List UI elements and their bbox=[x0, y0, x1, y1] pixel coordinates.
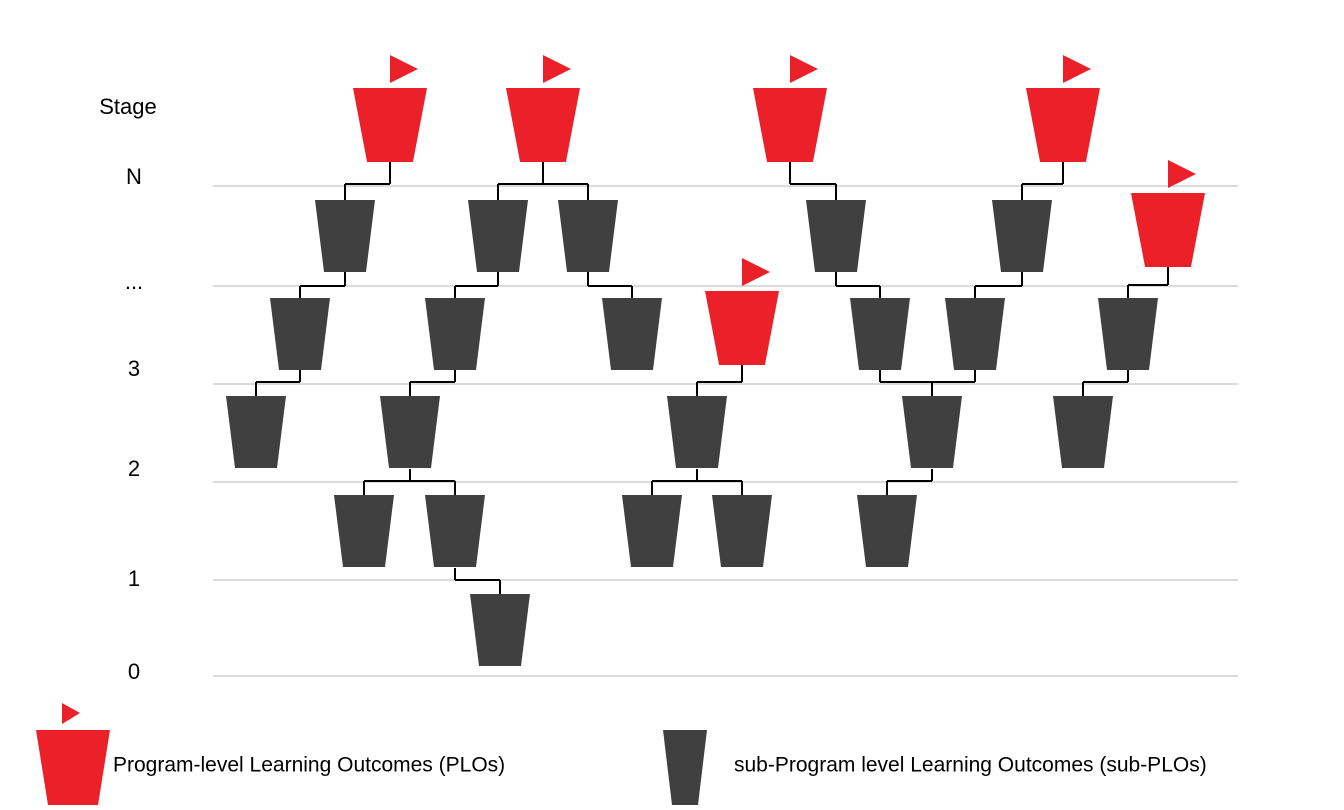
sub-plo-icon bbox=[425, 495, 485, 567]
plo-icon bbox=[1026, 88, 1100, 162]
legend-sub-plo-text: sub-Program level Learning Outcomes (sub… bbox=[734, 754, 1207, 777]
connector bbox=[1082, 370, 1129, 396]
stage-label: 0 bbox=[128, 659, 140, 684]
sub-plo-icon bbox=[470, 594, 530, 666]
plo-flag bbox=[1063, 55, 1091, 83]
connector bbox=[363, 469, 456, 495]
connector bbox=[255, 370, 301, 396]
connector bbox=[789, 162, 837, 200]
connector bbox=[299, 272, 346, 298]
sub-plo-icon bbox=[558, 200, 618, 272]
sub-plo-icon bbox=[468, 200, 528, 272]
stage-label: 3 bbox=[128, 356, 140, 381]
plo-icon bbox=[353, 88, 427, 162]
legend-plo-icon bbox=[36, 730, 110, 805]
sub-plo-icon bbox=[945, 298, 1005, 370]
plo-flag bbox=[790, 55, 818, 83]
connector bbox=[835, 272, 881, 298]
connector bbox=[454, 272, 499, 298]
stage-heading: Stage bbox=[99, 94, 157, 119]
connector bbox=[454, 568, 501, 594]
sub-plo-icon bbox=[850, 298, 910, 370]
sub-plo-icon bbox=[270, 298, 330, 370]
connector bbox=[931, 370, 976, 396]
sub-plo-icon bbox=[315, 200, 375, 272]
plo-icon bbox=[1131, 193, 1205, 267]
connector bbox=[651, 469, 743, 495]
sub-plo-icon bbox=[992, 200, 1052, 272]
legend-sub-plo-icon bbox=[663, 730, 707, 805]
plo-flag bbox=[543, 55, 571, 83]
connector bbox=[1021, 162, 1064, 200]
sub-plo-icon bbox=[226, 396, 286, 468]
plo-flag bbox=[390, 55, 418, 83]
legend-plo-text: Program-level Learning Outcomes (PLOs) bbox=[113, 754, 505, 777]
sub-plo-icon bbox=[380, 396, 440, 468]
connector bbox=[587, 272, 633, 298]
sub-plo-icon bbox=[1053, 396, 1113, 468]
sub-plo-icon bbox=[622, 495, 682, 567]
plo-icon bbox=[705, 291, 779, 365]
connector bbox=[886, 469, 933, 495]
connector bbox=[974, 272, 1023, 298]
plo-icon bbox=[506, 88, 580, 162]
connector bbox=[1127, 267, 1169, 298]
stage-label: 1 bbox=[128, 566, 140, 591]
outcome-icons bbox=[36, 55, 1205, 805]
sub-plo-icon bbox=[602, 298, 662, 370]
plo-flag bbox=[1168, 160, 1196, 188]
sub-plo-icon bbox=[425, 298, 485, 370]
plo-icon bbox=[753, 88, 827, 162]
connectors bbox=[255, 162, 1169, 594]
sub-plo-icon bbox=[857, 495, 917, 567]
sub-plo-icon bbox=[334, 495, 394, 567]
sub-plo-icon bbox=[806, 200, 866, 272]
connector bbox=[879, 370, 933, 396]
connector bbox=[696, 365, 743, 396]
legend-plo-flag bbox=[62, 703, 80, 724]
sub-plo-icon bbox=[1098, 298, 1158, 370]
plo-flag bbox=[742, 258, 770, 286]
stage-label: N bbox=[126, 164, 142, 189]
stage-label: ... bbox=[125, 269, 143, 294]
stage-label: 2 bbox=[128, 456, 140, 481]
sub-plo-icon bbox=[902, 396, 962, 468]
connector bbox=[409, 370, 456, 396]
sub-plo-icon bbox=[667, 396, 727, 468]
connector bbox=[497, 162, 589, 200]
sub-plo-icon bbox=[712, 495, 772, 567]
connector bbox=[344, 162, 391, 200]
